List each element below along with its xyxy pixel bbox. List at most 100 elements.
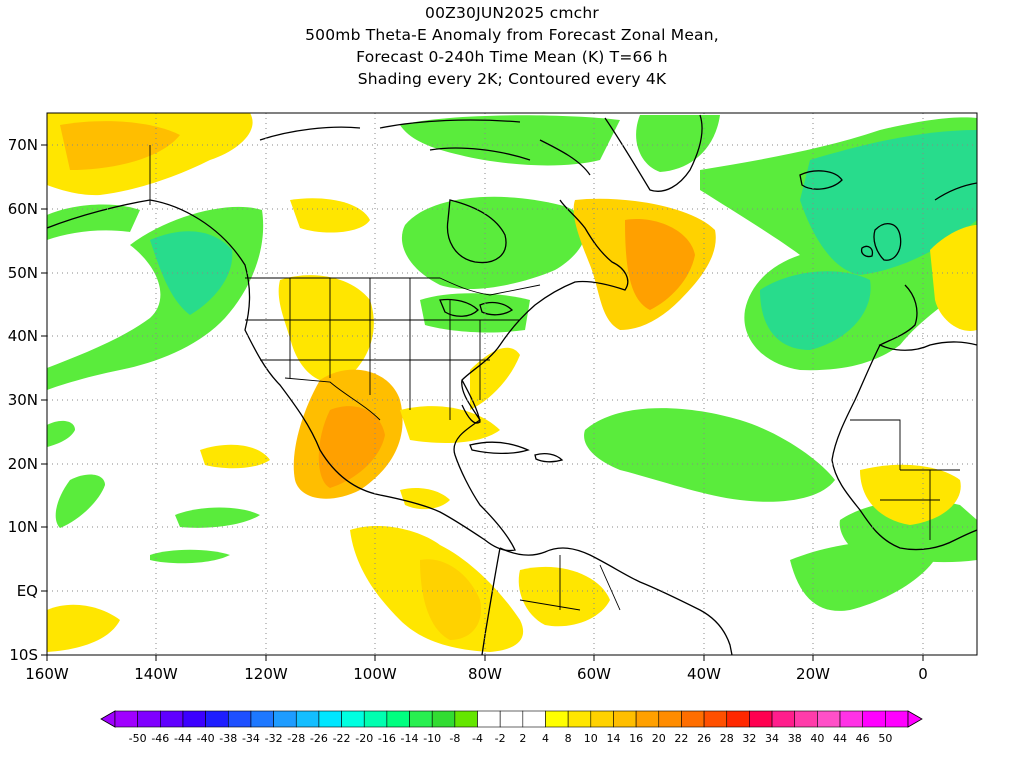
colorbar-swatch (613, 710, 637, 728)
colorbar-swatch (590, 710, 614, 728)
lon-label: 140W (134, 665, 178, 683)
colorbar-swatch (160, 710, 184, 728)
anomaly-mexico-warm-core (318, 406, 385, 488)
colorbar-swatch (477, 710, 501, 728)
us-mexico-border (284, 377, 381, 421)
colorbar-label: -20 (355, 732, 373, 745)
colorbar-label: 22 (674, 732, 688, 745)
anomaly-shading (47, 113, 977, 652)
colorbar-swatch (817, 710, 841, 728)
title-line-4: Shading every 2K; Contoured every 4K (357, 70, 667, 88)
anomaly-south-america-warm (518, 566, 610, 627)
axis-ticks (41, 144, 924, 661)
colorbar-label: -46 (151, 732, 169, 745)
colorbar-swatch (703, 710, 728, 728)
anomaly-canada-warm (290, 198, 370, 233)
colorbar-swatch (114, 710, 138, 728)
anomaly-gulf-warm (400, 406, 500, 443)
great-lakes-outline (439, 298, 514, 317)
colorbar-swatch (885, 710, 909, 728)
colorbar-label: -50 (129, 732, 147, 745)
title-line-1: 00Z30JUN2025 cmchr (425, 4, 599, 22)
colorbar-swatch (409, 710, 433, 728)
colorbar-label: 8 (565, 732, 572, 745)
colorbar-label: 50 (878, 732, 892, 745)
colorbar-label: 44 (833, 732, 847, 745)
colorbar-label: -34 (242, 732, 260, 745)
colorbar-label: 28 (720, 732, 734, 745)
north-america-coastline (47, 199, 629, 552)
colorbar-swatch (635, 710, 660, 728)
colorbar-label: 20 (652, 732, 666, 745)
south-america-borders (519, 555, 621, 611)
graticule (47, 113, 977, 655)
colorbar-right-arrow (907, 710, 923, 728)
colorbar-label: -40 (197, 732, 215, 745)
colorbar-label: -10 (423, 732, 441, 745)
title-line-3: Forecast 0-240h Time Mean (K) T=66 h (356, 48, 668, 66)
us-canada-border (245, 277, 541, 296)
colorbar-swatch (658, 710, 682, 728)
hispaniola-outline (534, 453, 564, 463)
lat-label: 70N (8, 136, 38, 154)
anomaly-eastern-pacific-green (175, 507, 260, 528)
colorbar-swatch (250, 710, 274, 728)
lon-label: 0 (918, 665, 928, 683)
colorbar-label: -44 (174, 732, 192, 745)
colorbar-swatch (839, 710, 863, 728)
lon-label: 120W (244, 665, 288, 683)
anomaly-west-africa-green (839, 500, 977, 563)
colorbar-label: 4 (542, 732, 549, 745)
colorbar-swatch (295, 710, 320, 728)
anomaly-europe-warm (930, 225, 977, 331)
colorbar-swatch (386, 710, 410, 728)
colorbar-swatch (341, 710, 365, 728)
colorbar-swatch (726, 710, 750, 728)
colorbar-label: -8 (449, 732, 460, 745)
colorbar-swatch (567, 710, 592, 728)
cuba-outline (469, 441, 530, 455)
colorbar-label: -22 (333, 732, 351, 745)
colorbar-swatch (771, 710, 796, 728)
lat-label: 30N (8, 391, 38, 409)
colorbar-label: 34 (765, 732, 779, 745)
anomaly-gulf-of-alaska-core (150, 231, 233, 315)
colorbar-swatch (862, 710, 886, 728)
colorbar-label: -32 (265, 732, 283, 745)
greenland-coastline (604, 114, 703, 192)
colorbar-label: -26 (310, 732, 328, 745)
latitude-labels: 70N 60N 50N 40N 30N 20N 10N EQ 10S (8, 136, 38, 664)
lat-label: 50N (8, 264, 38, 282)
lat-label: 10S (9, 646, 38, 664)
colorbar-swatch (454, 710, 478, 728)
colorbar-label: 2 (519, 732, 526, 745)
colorbar-swatch (318, 710, 342, 728)
lon-label: 60W (577, 665, 611, 683)
africa-borders (850, 419, 960, 540)
title-line-2: 500mb Theta-E Anomaly from Forecast Zona… (305, 26, 719, 44)
anomaly-pacific-tropics-green (55, 474, 105, 528)
colorbar-swatch (363, 710, 388, 728)
colorbar-label: 10 (584, 732, 598, 745)
us-state-lines (245, 278, 520, 420)
anomaly-central-atlantic (584, 408, 835, 502)
colorbar-label: 40 (810, 732, 824, 745)
lat-label: 20N (8, 455, 38, 473)
colorbar-label: -14 (401, 732, 419, 745)
lat-label: 40N (8, 327, 38, 345)
anomaly-tropical-pacific-core (420, 559, 481, 640)
anomaly-western-us-warm (278, 275, 374, 383)
colorbar-swatch (227, 710, 252, 728)
lon-label: 20W (796, 665, 830, 683)
colorbar-swatch (545, 710, 569, 728)
colorbar-swatch (794, 710, 818, 728)
anomaly-iceland-core (760, 271, 871, 350)
lat-label: EQ (17, 582, 38, 600)
anomaly-north-atlantic-core (800, 130, 977, 275)
colorbar-swatch (522, 710, 546, 728)
colorbar-label: -38 (219, 732, 237, 745)
title-block: 00Z30JUN2025 cmchr 500mb Theta-E Anomaly… (0, 2, 1024, 90)
anomaly-east-pacific-warm (200, 444, 270, 469)
lat-label: 60N (8, 200, 38, 218)
